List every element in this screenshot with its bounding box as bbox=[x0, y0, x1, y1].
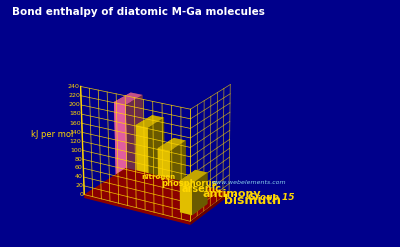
Text: Bond enthalpy of diatomic M-Ga molecules: Bond enthalpy of diatomic M-Ga molecules bbox=[12, 7, 265, 17]
